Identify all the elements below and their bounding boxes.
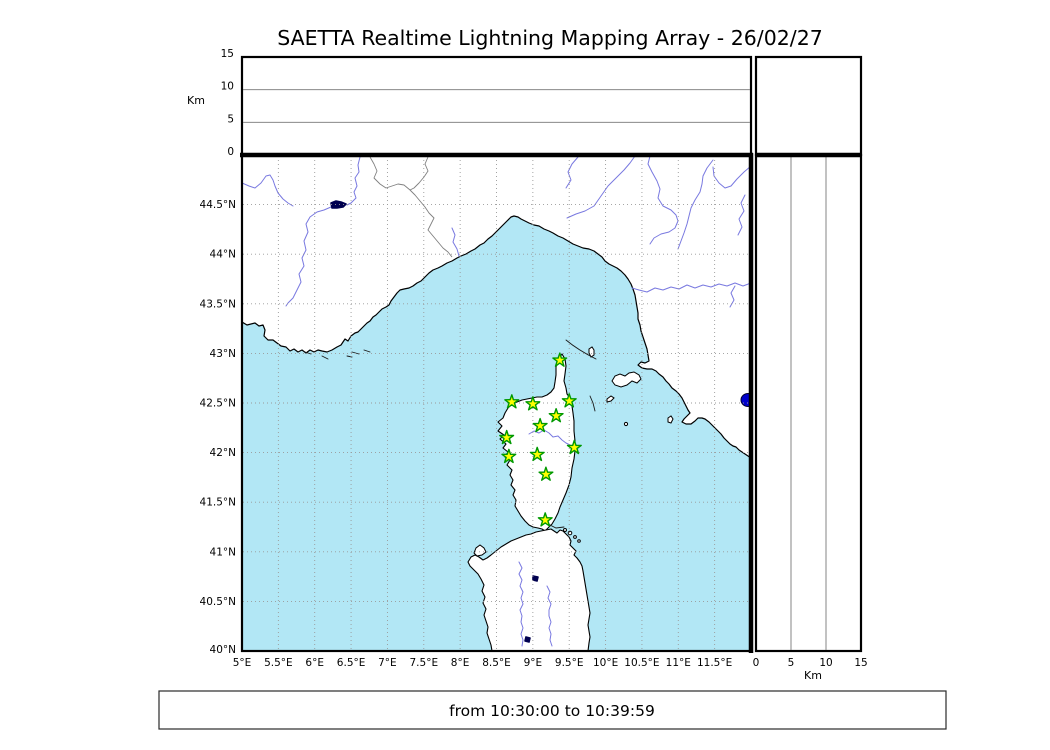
latitude-axis: 44.5°N 44°N 43.5°N 43°N 42.5°N 42°N 41.5…	[200, 199, 236, 656]
river-path	[518, 561, 524, 647]
river-path	[528, 429, 574, 448]
lon-tick-label: 9°E	[524, 657, 543, 669]
capraia-island	[588, 346, 595, 358]
lma-station-marker	[532, 417, 548, 433]
lma-station-marker	[538, 466, 554, 481]
lma-station-marker	[529, 446, 545, 462]
right-panel-axis: 0 5 10 15 Km	[753, 657, 868, 682]
altitude-unit-label: Km	[804, 669, 822, 682]
sea-line-mark	[565, 339, 597, 360]
lon-tick-label: 8.5°E	[482, 657, 511, 669]
lma-station-marker	[525, 396, 541, 411]
lat-tick-label: 44°N	[210, 249, 236, 261]
altitude-tick-label: 15	[221, 48, 234, 60]
lat-tick-label: 43.5°N	[200, 298, 236, 310]
river-path	[565, 156, 579, 189]
latlon-grid	[243, 156, 750, 650]
river-path	[566, 155, 636, 219]
lma-station-marker	[548, 408, 564, 423]
lat-tick-label: 44.5°N	[200, 199, 236, 211]
altitude-lon-panel	[240, 55, 753, 157]
altitude-tick-label: 0	[753, 657, 760, 669]
lma-station-marker	[504, 394, 520, 409]
altitude-unit-label: Km	[187, 94, 205, 107]
montecristo-island	[623, 421, 629, 427]
river-path	[631, 282, 751, 293]
lat-tick-label: 41.5°N	[200, 497, 236, 509]
top-panel-axis: 15 10 5 0 Km	[187, 48, 234, 158]
longitude-axis: 5°E 5.5°E 6°E 6.5°E 7°E 7.5°E 8°E 8.5°E …	[233, 657, 733, 669]
sardinia-lake	[532, 575, 539, 582]
lon-tick-label: 7.5°E	[410, 657, 439, 669]
altitude-tick-label: 10	[221, 81, 234, 93]
sea-coastline-path	[242, 215, 751, 651]
lon-tick-label: 11.5°E	[697, 657, 732, 669]
lat-tick-label: 42°N	[210, 447, 236, 459]
corsica-island	[497, 353, 576, 532]
page-title: SAETTA Realtime Lightning Mapping Array …	[277, 26, 823, 50]
map-panel	[242, 155, 751, 651]
altitude-altitude-panel	[754, 55, 863, 157]
lat-tick-label: 40°N	[210, 644, 236, 656]
lon-tick-label: 6°E	[305, 657, 324, 669]
status-bar: from 10:30:00 to 10:39:59	[158, 690, 947, 730]
lma-station-marker	[537, 512, 553, 527]
altitude-lat-panel	[754, 153, 863, 653]
lma-station-marker	[501, 448, 517, 464]
lma-station-marker	[552, 352, 568, 367]
river-path	[451, 227, 460, 257]
altitude-tick-label: 0	[227, 146, 234, 158]
maddalena-islet	[573, 535, 577, 539]
lon-tick-label: 7°E	[378, 657, 397, 669]
sardinia-island	[467, 528, 591, 651]
asinara-island	[473, 544, 487, 557]
altitude-tick-label: 5	[227, 113, 234, 125]
river-path	[346, 156, 361, 206]
status-box	[158, 690, 947, 730]
altitude-tick-label: 10	[819, 657, 832, 669]
rivers-layer	[242, 155, 751, 647]
lat-tick-label: 42.5°N	[200, 398, 236, 410]
giglio-island	[667, 415, 674, 424]
lon-tick-label: 5°E	[233, 657, 252, 669]
sea-line-mark	[547, 523, 565, 529]
lat-tick-label: 40.5°N	[200, 596, 236, 608]
lma-station-marker	[561, 393, 577, 408]
lon-tick-label: 8°E	[451, 657, 470, 669]
river-path	[647, 155, 679, 245]
lon-tick-label: 10.5°E	[624, 657, 659, 669]
lon-tick-label: 5.5°E	[264, 657, 293, 669]
alpine-lake	[330, 200, 347, 209]
river-path	[737, 194, 746, 236]
river-path	[242, 174, 294, 207]
elba-island	[611, 371, 642, 388]
maddalena-islet	[567, 530, 573, 536]
altitude-tick-label: 15	[854, 657, 867, 669]
sea-line-mark	[589, 395, 596, 412]
lon-tick-label: 6.5°E	[337, 657, 366, 669]
lma-stations-layer	[499, 352, 582, 527]
lat-tick-label: 41°N	[210, 546, 236, 558]
river-path	[712, 165, 751, 189]
lma-station-marker	[499, 429, 515, 445]
country-border-path	[369, 156, 453, 258]
coastal-islet-mark	[321, 355, 329, 360]
lma-station-marker	[566, 439, 582, 455]
time-range-label: from 10:30:00 to 10:39:59	[449, 702, 655, 720]
coastal-islet-mark	[363, 349, 371, 353]
pianosa-island	[606, 395, 615, 403]
maddalena-islet	[577, 539, 581, 543]
lon-tick-label: 9.5°E	[555, 657, 584, 669]
maddalena-islet	[563, 528, 567, 532]
lon-tick-label: 11°E	[666, 657, 691, 669]
altitude-tick-label: 5	[788, 657, 795, 669]
lat-tick-label: 43°N	[210, 348, 236, 360]
lon-tick-label: 10°E	[593, 657, 618, 669]
sardinia-lake	[524, 636, 531, 643]
river-path	[677, 159, 714, 250]
river-path	[546, 585, 553, 647]
